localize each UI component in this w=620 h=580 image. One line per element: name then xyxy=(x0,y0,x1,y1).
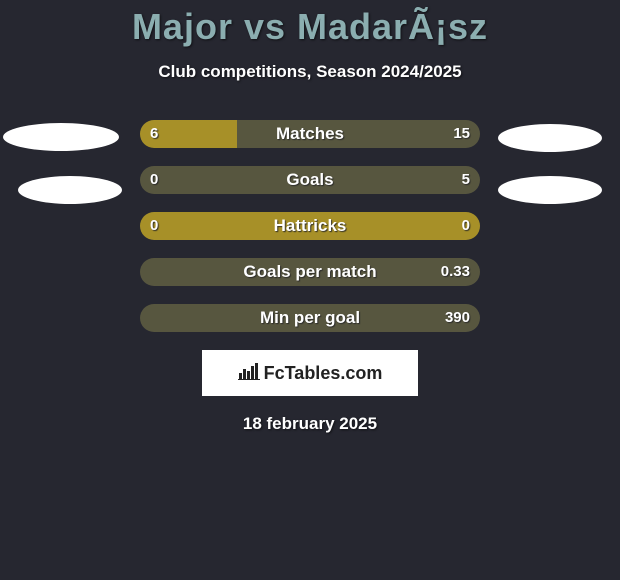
stat-bar-right-fill xyxy=(140,258,480,286)
stat-bar-right-fill xyxy=(237,120,480,148)
decorative-ellipse xyxy=(18,176,122,204)
decorative-ellipse xyxy=(498,124,602,152)
stat-bar-right-fill xyxy=(140,304,480,332)
brand-badge: FcTables.com xyxy=(202,350,418,396)
stat-bar-left-fill xyxy=(140,212,480,240)
stat-bar-right-fill xyxy=(140,166,480,194)
stat-bar xyxy=(140,304,480,332)
decorative-ellipse xyxy=(3,123,119,151)
stat-bar xyxy=(140,212,480,240)
stat-row: Min per goal390 xyxy=(0,304,620,332)
stat-bar xyxy=(140,120,480,148)
bar-chart-icon xyxy=(238,362,260,385)
brand-text: FcTables.com xyxy=(264,363,383,384)
stat-bar xyxy=(140,258,480,286)
decorative-ellipse xyxy=(498,176,602,204)
stat-row: Hattricks00 xyxy=(0,212,620,240)
stat-bar-left-fill xyxy=(140,120,237,148)
page-title: Major vs MadarÃ¡sz xyxy=(0,0,620,48)
stat-rows: Matches615Goals05Hattricks00Goals per ma… xyxy=(0,120,620,332)
stat-bar xyxy=(140,166,480,194)
footer-date: 18 february 2025 xyxy=(0,414,620,434)
page-subtitle: Club competitions, Season 2024/2025 xyxy=(0,62,620,82)
stat-row: Goals per match0.33 xyxy=(0,258,620,286)
